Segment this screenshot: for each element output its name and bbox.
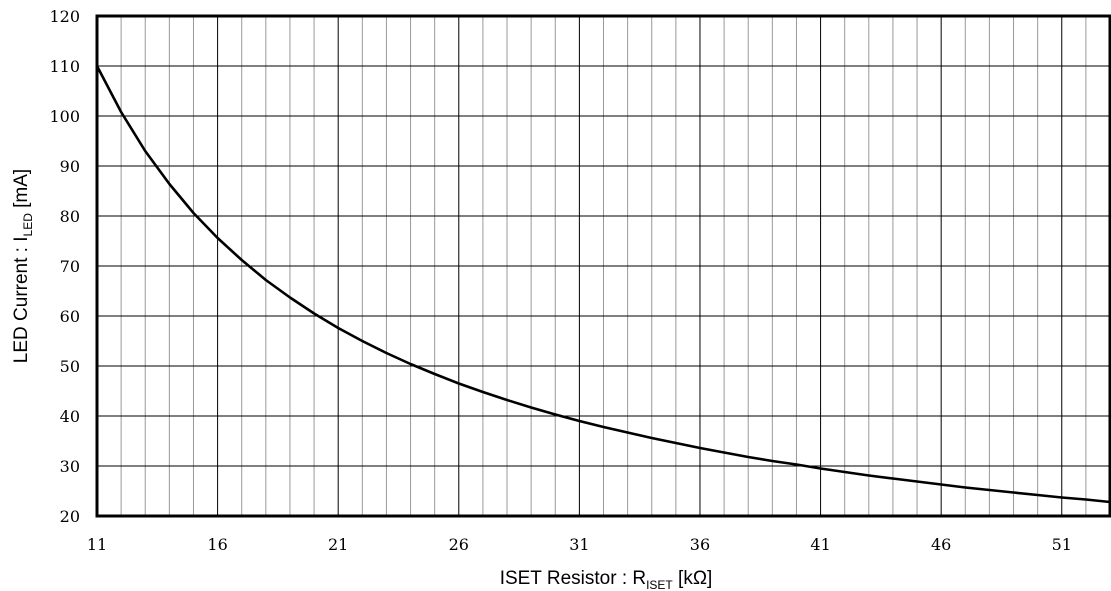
x-tick-labels: 11 16 21 26 31 36 41 46 51 — [87, 535, 1072, 554]
y-tick-label: 110 — [49, 57, 80, 76]
x-tick-label: 41 — [810, 535, 830, 554]
led-current-curve — [95, 64, 1111, 504]
plot-frame — [95, 14, 1111, 518]
series-layer — [95, 64, 1111, 504]
x-tick-label: 51 — [1052, 535, 1072, 554]
x-tick-label: 36 — [690, 535, 710, 554]
y-axis-label: LED Current : ILED [mA] — [11, 169, 35, 363]
x-tick-label: 16 — [207, 535, 227, 554]
y-tick-label: 60 — [60, 307, 80, 326]
y-tick-label: 20 — [60, 507, 80, 526]
y-axis-label-tail: [mA] — [11, 169, 32, 213]
x-tick-label: 11 — [87, 535, 107, 554]
y-tick-label: 50 — [60, 357, 80, 376]
x-tick-label: 26 — [449, 535, 469, 554]
x-tick-label: 21 — [328, 535, 348, 554]
y-tick-label: 70 — [60, 257, 80, 276]
x-axis-label-tail: [kΩ] — [673, 568, 713, 589]
y-tick-label: 120 — [49, 7, 80, 26]
y-tick-label: 40 — [60, 407, 80, 426]
y-axis-label-main: LED Current : I — [11, 236, 32, 363]
major-gridlines — [97, 16, 1110, 516]
x-tick-label: 31 — [569, 535, 589, 554]
y-tick-label: 80 — [60, 207, 80, 226]
x-axis-label-sub: ISET — [646, 578, 673, 591]
y-tick-label: 100 — [49, 107, 80, 126]
y-axis-label-sub: LED — [21, 213, 35, 237]
x-axis-label: ISET Resistor : RISET [kΩ] — [500, 568, 713, 591]
y-tick-labels: 20 30 40 50 60 70 80 90 100 110 120 — [49, 7, 80, 526]
y-tick-label: 90 — [60, 157, 80, 176]
x-tick-label: 46 — [931, 535, 951, 554]
y-tick-label: 30 — [60, 457, 80, 476]
x-axis-label-main: ISET Resistor : R — [500, 568, 646, 589]
